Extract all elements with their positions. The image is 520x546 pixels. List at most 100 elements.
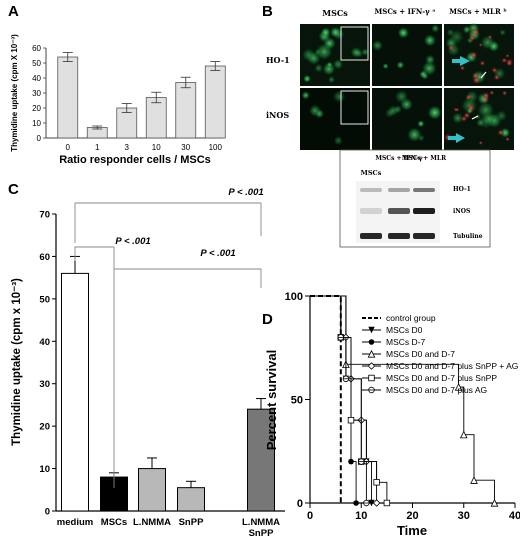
bar-a <box>204 65 226 139</box>
legend-label: MSCs D0 and D-7 plus SnPP <box>386 373 497 383</box>
cell-red <box>459 65 466 71</box>
series-2 <box>310 295 362 506</box>
marker-tri-down <box>368 326 375 334</box>
x-tick-label-c: L.NMMA SnPP <box>242 517 280 539</box>
panel-letter-b: B <box>262 3 273 20</box>
cell <box>427 105 443 121</box>
micro-row-label-inos: iNOS <box>266 110 289 120</box>
y-tick-label-d: 0 <box>297 498 303 510</box>
cell <box>394 89 409 104</box>
cell <box>423 34 437 47</box>
cell-red <box>487 34 493 40</box>
bar-c <box>61 272 89 512</box>
cell-red <box>479 60 486 67</box>
legend-label: MSCs D-7 <box>386 337 425 347</box>
cell <box>303 74 312 83</box>
y-axis-label-c: Thymidine uptake (cpm x 10⁻³) <box>11 278 23 446</box>
western-row-label-tubuline: Tubuline <box>453 233 483 240</box>
bar-a <box>145 97 167 139</box>
blot-band <box>413 233 435 239</box>
western-col-label-3: MSCs + MLR <box>402 155 447 162</box>
x-tick-label-d: 20 <box>406 510 418 522</box>
y-tick-label-c: 30 <box>39 379 50 390</box>
marker-dot <box>348 458 354 465</box>
cell <box>406 127 422 143</box>
cell-red <box>471 71 480 80</box>
marker-tri-up <box>470 476 478 484</box>
panel-d-survival-chart: D 0 50 100 0 10 20 30 40 control group MSCs D0 M… <box>262 291 520 538</box>
y-tick-label-a: 50 <box>32 59 41 68</box>
cell <box>332 90 346 104</box>
x-tick-label-c-line: L.NMMA <box>242 517 280 528</box>
legend-d: control group MSCs D0 MSCs D-7 MSCs D0 and … <box>362 313 518 395</box>
blot-band <box>360 233 382 239</box>
cell <box>301 90 311 100</box>
cell <box>495 110 508 122</box>
x-tick-label-d: 0 <box>307 510 313 522</box>
cell-red <box>460 115 468 123</box>
white-arrow-icon <box>480 71 487 79</box>
inset-frame-inos <box>340 90 369 125</box>
panel-letter-d: D <box>262 311 273 328</box>
cell <box>499 29 507 36</box>
x-tick-label-a: 100 <box>209 143 223 152</box>
x-tick-label-d: 40 <box>509 510 520 522</box>
x-tick-label-c: medium <box>57 517 93 528</box>
panel-letter-a: A <box>8 3 19 20</box>
series-line <box>310 295 367 503</box>
cell-red <box>478 42 483 48</box>
blot-band <box>413 188 435 192</box>
series-line <box>310 295 362 504</box>
bar-c <box>138 468 166 512</box>
cell-red <box>470 51 478 59</box>
marker-square <box>373 479 380 486</box>
cell <box>475 118 485 128</box>
cell-red <box>478 140 483 146</box>
y-tick-label-a: 10 <box>32 119 41 128</box>
cell-red <box>468 34 476 42</box>
legend-item: MSCs D0 and D-7 plus SnPP + AG <box>362 361 518 371</box>
x-axis-label-a: Ratio responder cells / MSCs <box>59 154 211 166</box>
marker-tri-up <box>490 498 499 507</box>
marker-tri-up <box>459 430 468 439</box>
cell <box>424 54 436 66</box>
legend-label: MSCs D0 and D-7 plus SnPP + AG <box>386 361 518 371</box>
x-tick-label-a: 30 <box>181 143 190 152</box>
blot-band <box>413 208 435 214</box>
series-line <box>310 295 342 503</box>
p-value-annotation-1: P < .001 <box>228 187 263 198</box>
x-ticks-d: 0 10 20 30 40 <box>307 503 520 522</box>
y-tick-label-c: 20 <box>39 422 50 433</box>
x-tick-label-a: 10 <box>152 143 161 152</box>
marker-dot <box>353 500 359 506</box>
cell <box>326 61 333 69</box>
micro-image-ho1-mlr <box>444 22 514 86</box>
legend-item: MSCs D0 <box>362 325 423 335</box>
y-tick-label-d: 100 <box>285 291 303 303</box>
cell <box>421 60 437 76</box>
x-tick-label-a: 3 <box>125 143 130 152</box>
micro-col-label-3: MSCs + MLR ᵇ <box>449 7 507 16</box>
y-tick-label-a: 0 <box>37 134 42 143</box>
y-tick-label-a: 60 <box>32 44 41 53</box>
marker-diamond <box>367 362 376 370</box>
cell <box>333 135 344 146</box>
cell-red <box>493 74 501 81</box>
micro-image-ho1-mscs <box>300 24 370 86</box>
significance-bracket-3 <box>114 268 262 288</box>
legend-label: MSCs D0 and D-7 <box>386 349 455 359</box>
y-tick-label-c: 0 <box>45 507 50 518</box>
cell-red <box>497 129 505 136</box>
micro-col-label-1: MSCs <box>322 8 348 18</box>
cell <box>417 120 425 128</box>
cell-red <box>505 136 510 142</box>
cell <box>421 72 429 81</box>
survival-series <box>310 295 499 507</box>
blot-band <box>360 188 382 192</box>
series-6 <box>310 295 370 507</box>
bar-c <box>247 408 275 512</box>
marker-square <box>383 499 391 507</box>
panel-a-bar-chart: A 0 10 20 30 40 50 60 0 1 3 10 30 100 Thymidine upt… <box>8 3 226 166</box>
blot-band <box>388 208 410 214</box>
